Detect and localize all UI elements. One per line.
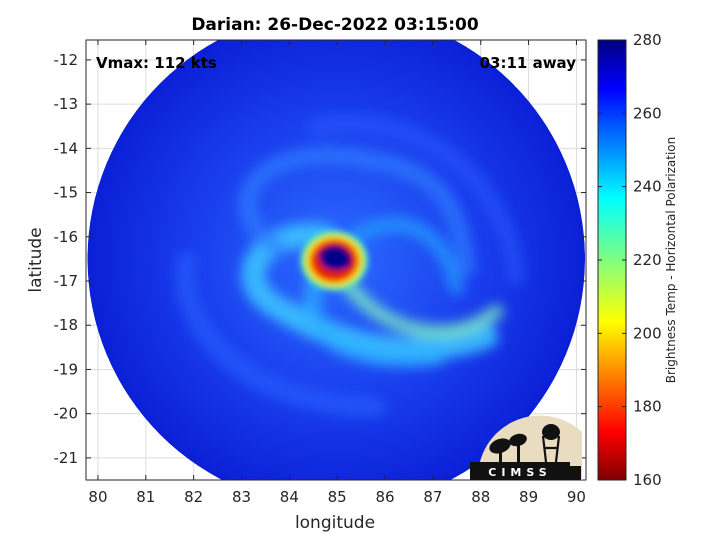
- x-tick-label: 89: [519, 488, 538, 506]
- colorbar-label: Brightness Temp - Horizontal Polarizatio…: [664, 137, 678, 384]
- colorbar-tick-label: 240: [633, 178, 662, 196]
- x-tick-label: 81: [136, 488, 155, 506]
- colorbar-tick-label: 280: [633, 31, 662, 49]
- plot-frame: [85, 39, 587, 481]
- colorbar-tick-label: 180: [633, 398, 662, 416]
- map-title: Darian: 26-Dec-2022 03:15:00: [191, 15, 479, 35]
- y-tick-label: -12: [54, 51, 79, 69]
- microwave-swath: [87, 40, 586, 480]
- rainband-6: [175, 251, 387, 417]
- y-tick-label: -18: [54, 316, 79, 334]
- y-tick-label: -20: [54, 405, 79, 423]
- colorbar-gradient: [597, 39, 627, 481]
- y-axis-label: latitude: [26, 227, 46, 292]
- time-away-annotation: 03:11 away: [480, 54, 577, 72]
- colorbar-tick-label: 220: [633, 251, 662, 269]
- plot-area: [86, 40, 586, 480]
- water-tower-icon: [542, 424, 560, 440]
- colorbar-tick-label: 260: [633, 104, 662, 122]
- x-axis-ticks: 80 81 82 83 84 85 86 87 88 89 90: [88, 40, 586, 506]
- colorbar-tick-label: 200: [633, 324, 662, 342]
- x-tick-label: 82: [184, 488, 203, 506]
- x-tick-label: 83: [232, 488, 251, 506]
- storm-core: [298, 228, 371, 293]
- colorbar: 160 180 200 220 240 260 280 Brightness Temp - …: [597, 31, 678, 489]
- rainbands: [175, 114, 526, 417]
- x-tick-label: 87: [423, 488, 442, 506]
- colorbar-tick-label: 160: [633, 471, 662, 489]
- colorbar-ticks: 160 180 200 220 240 260 280: [598, 31, 662, 489]
- y-tick-label: -19: [54, 360, 79, 378]
- x-tick-label: 84: [280, 488, 299, 506]
- storm-eye: [325, 245, 348, 268]
- rainband-5: [238, 146, 476, 276]
- logo-band: [470, 462, 570, 480]
- x-tick-label: 90: [567, 488, 586, 506]
- x-tick-label: 88: [471, 488, 490, 506]
- logo-text: CIMSS: [488, 466, 551, 479]
- satellite-dish-icon: [489, 438, 511, 454]
- x-axis-label: longitude: [295, 513, 375, 533]
- y-tick-label: -13: [54, 95, 79, 113]
- eyewall-warm-arc: [312, 255, 352, 278]
- rainband-2: [339, 274, 504, 339]
- cimss-logo: CIMSS: [470, 415, 582, 480]
- rainband-4: [348, 216, 465, 295]
- rainband-3: [303, 272, 446, 368]
- x-tick-label: 86: [375, 488, 394, 506]
- rainband-7: [307, 114, 526, 286]
- vmax-annotation: Vmax: 112 kts: [96, 54, 217, 72]
- x-tick-label: 80: [88, 488, 107, 506]
- y-tick-label: -16: [54, 228, 79, 246]
- y-tick-label: -14: [54, 139, 79, 157]
- x-tick-label: 85: [328, 488, 347, 506]
- y-tick-label: -15: [54, 184, 79, 202]
- satellite-dish-icon-2: [509, 433, 527, 447]
- y-tick-label: -21: [54, 449, 79, 467]
- y-axis-ticks: -12 -13 -14 -15 -16 -17 -18 -19 -20 -21: [54, 51, 586, 467]
- y-tick-label: -17: [54, 272, 79, 290]
